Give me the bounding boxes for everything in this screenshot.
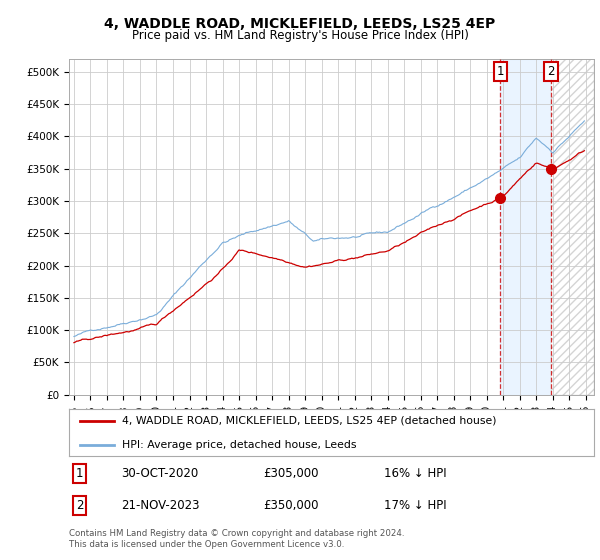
Text: 1: 1: [76, 467, 83, 480]
Text: HPI: Average price, detached house, Leeds: HPI: Average price, detached house, Leed…: [121, 440, 356, 450]
Text: 4, WADDLE ROAD, MICKLEFIELD, LEEDS, LS25 4EP (detached house): 4, WADDLE ROAD, MICKLEFIELD, LEEDS, LS25…: [121, 416, 496, 426]
Text: £350,000: £350,000: [263, 499, 319, 512]
Text: 4, WADDLE ROAD, MICKLEFIELD, LEEDS, LS25 4EP: 4, WADDLE ROAD, MICKLEFIELD, LEEDS, LS25…: [104, 17, 496, 31]
Text: 21-NOV-2023: 21-NOV-2023: [121, 499, 200, 512]
Text: 17% ↓ HPI: 17% ↓ HPI: [384, 499, 446, 512]
Text: 1: 1: [497, 65, 504, 78]
Text: 2: 2: [76, 499, 83, 512]
Text: Contains HM Land Registry data © Crown copyright and database right 2024.
This d: Contains HM Land Registry data © Crown c…: [69, 529, 404, 549]
Bar: [551, 59, 594, 395]
Text: Price paid vs. HM Land Registry's House Price Index (HPI): Price paid vs. HM Land Registry's House …: [131, 29, 469, 42]
Bar: [500, 59, 551, 395]
Text: 16% ↓ HPI: 16% ↓ HPI: [384, 467, 446, 480]
Text: 30-OCT-2020: 30-OCT-2020: [121, 467, 199, 480]
Bar: [551, 59, 594, 395]
Text: £305,000: £305,000: [263, 467, 319, 480]
Text: 2: 2: [547, 65, 554, 78]
